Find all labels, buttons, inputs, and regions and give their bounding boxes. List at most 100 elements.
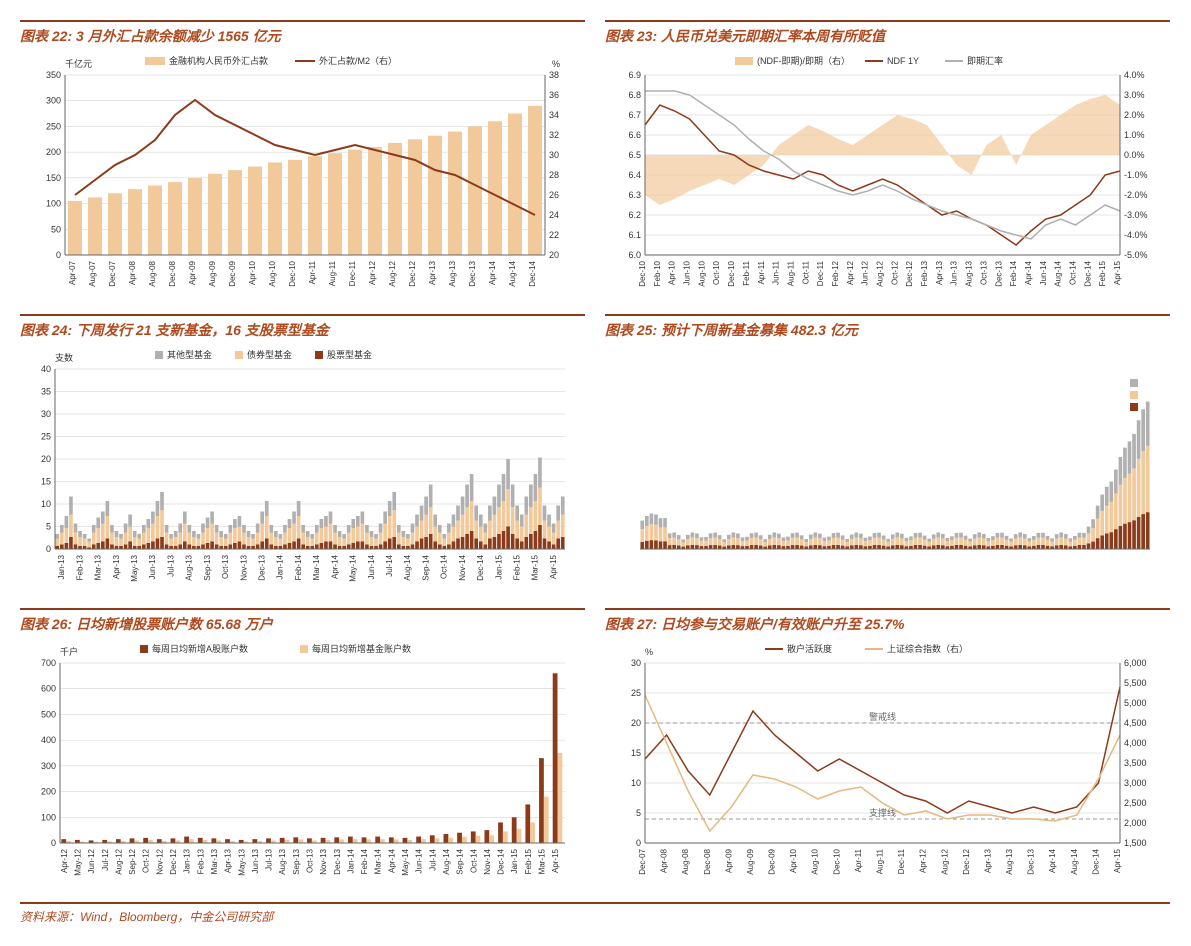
- svg-text:100: 100: [46, 199, 61, 209]
- svg-text:警戒线: 警戒线: [869, 711, 896, 722]
- chart-22-cell: 图表 22: 3 月外汇占款余额减少 1565 亿元 0501001502002…: [20, 20, 585, 310]
- svg-text:-5.0%: -5.0%: [1124, 250, 1148, 260]
- svg-text:Dec-08: Dec-08: [168, 260, 177, 286]
- svg-text:Feb-14: Feb-14: [360, 848, 369, 874]
- svg-text:Apr-15: Apr-15: [549, 554, 558, 579]
- svg-text:Feb-14: Feb-14: [1009, 260, 1018, 286]
- svg-text:Aug-10: Aug-10: [697, 260, 706, 286]
- svg-text:3.0%: 3.0%: [1124, 90, 1145, 100]
- svg-text:Apr-14: Apr-14: [1048, 848, 1057, 873]
- svg-text:30: 30: [549, 150, 559, 160]
- svg-text:Dec-13: Dec-13: [257, 554, 266, 580]
- svg-text:Dec-09: Dec-09: [228, 260, 237, 286]
- svg-text:Feb-13: Feb-13: [920, 260, 929, 286]
- svg-text:Aug-10: Aug-10: [268, 260, 277, 286]
- svg-text:May-13: May-13: [237, 848, 246, 875]
- svg-text:Dec-08: Dec-08: [703, 848, 712, 874]
- svg-text:6,000: 6,000: [1124, 658, 1147, 668]
- svg-text:Mar-14: Mar-14: [312, 554, 321, 580]
- svg-text:6.6: 6.6: [628, 130, 641, 140]
- svg-text:Dec-13: Dec-13: [468, 260, 477, 286]
- svg-text:22: 22: [549, 230, 559, 240]
- svg-text:%: %: [552, 59, 560, 69]
- svg-text:Dec-12: Dec-12: [962, 848, 971, 874]
- svg-text:Dec-14: Dec-14: [1083, 260, 1092, 286]
- svg-text:Dec-10: Dec-10: [288, 260, 297, 286]
- svg-text:15: 15: [631, 748, 641, 758]
- svg-text:Dec-13: Dec-13: [994, 260, 1003, 286]
- svg-text:Jun-13: Jun-13: [950, 260, 959, 285]
- svg-text:30: 30: [41, 409, 51, 419]
- svg-text:Mar-15: Mar-15: [538, 848, 547, 874]
- chart-24-title: 图表 24: 下周发行 21 支新基金，16 支股票型基金: [20, 320, 585, 340]
- svg-text:Apr-12: Apr-12: [60, 848, 69, 873]
- svg-text:32: 32: [549, 130, 559, 140]
- svg-text:Feb-13: Feb-13: [196, 848, 205, 874]
- svg-text:Dec-11: Dec-11: [348, 260, 357, 286]
- chart-27-title: 图表 27: 日均参与交易账户/有效账户升至 25.7%: [605, 614, 1170, 634]
- svg-text:4,500: 4,500: [1124, 718, 1147, 728]
- svg-text:Apr-10: Apr-10: [248, 260, 257, 285]
- svg-text:3,500: 3,500: [1124, 758, 1147, 768]
- svg-text:6.1: 6.1: [628, 230, 641, 240]
- svg-text:Apr-13: Apr-13: [935, 260, 944, 285]
- svg-text:股票型基金: 股票型基金: [327, 349, 372, 360]
- chart-grid: 图表 22: 3 月外汇占款余额减少 1565 亿元 0501001502002…: [20, 20, 1170, 925]
- svg-text:Aug-08: Aug-08: [148, 260, 157, 286]
- svg-text:Dec-12: Dec-12: [905, 260, 914, 286]
- svg-text:Aug-12: Aug-12: [388, 260, 397, 286]
- svg-text:6.8: 6.8: [628, 90, 641, 100]
- svg-text:千户: 千户: [60, 646, 78, 657]
- svg-text:Jul-13: Jul-13: [265, 848, 274, 870]
- svg-text:6.7: 6.7: [628, 110, 641, 120]
- svg-text:Nov-12: Nov-12: [155, 848, 164, 874]
- chart-24-cell: 图表 24: 下周发行 21 支新基金，16 支股票型基金 0510152025…: [20, 314, 585, 604]
- svg-text:Aug-07: Aug-07: [88, 260, 97, 286]
- svg-text:Jan-14: Jan-14: [346, 848, 355, 873]
- svg-text:每周日均新增基金账户数: 每周日均新增基金账户数: [312, 643, 411, 654]
- svg-text:Oct-11: Oct-11: [801, 260, 810, 284]
- svg-text:Mar-14: Mar-14: [374, 848, 383, 874]
- svg-text:Sep-13: Sep-13: [292, 848, 301, 874]
- svg-text:Jul-12: Jul-12: [101, 848, 110, 870]
- svg-text:25: 25: [41, 432, 51, 442]
- svg-text:%: %: [645, 647, 653, 657]
- svg-text:Sep-12: Sep-12: [128, 848, 137, 874]
- svg-text:Apr-08: Apr-08: [660, 848, 669, 873]
- svg-text:40: 40: [41, 364, 51, 374]
- svg-text:20: 20: [631, 718, 641, 728]
- svg-text:Aug-09: Aug-09: [746, 848, 755, 874]
- svg-text:Apr-13: Apr-13: [428, 260, 437, 285]
- svg-text:Aug-14: Aug-14: [442, 848, 451, 874]
- svg-text:Apr-07: Apr-07: [68, 260, 77, 285]
- svg-text:Jun-10: Jun-10: [683, 260, 692, 285]
- svg-text:Dec-07: Dec-07: [108, 260, 117, 286]
- svg-text:6.0: 6.0: [628, 250, 641, 260]
- svg-text:Aug-12: Aug-12: [876, 260, 885, 286]
- chart-22: 0501001502002503003502022242628303234363…: [20, 50, 585, 310]
- svg-text:26: 26: [549, 190, 559, 200]
- svg-text:1,500: 1,500: [1124, 838, 1147, 848]
- svg-text:36: 36: [549, 90, 559, 100]
- svg-text:6.5: 6.5: [628, 150, 641, 160]
- svg-text:Oct-13: Oct-13: [306, 848, 315, 873]
- svg-text:Aug-12: Aug-12: [940, 848, 949, 874]
- svg-text:Jun-12: Jun-12: [87, 848, 96, 873]
- svg-text:Apr-13: Apr-13: [224, 848, 233, 873]
- chart-26: 0100200300400500600700千户Apr-12May-12Jun-…: [20, 638, 585, 898]
- svg-text:0: 0: [51, 838, 56, 848]
- svg-text:Jul-13: Jul-13: [166, 554, 175, 576]
- svg-text:Apr-15: Apr-15: [1113, 260, 1122, 285]
- svg-text:20: 20: [549, 250, 559, 260]
- svg-text:-4.0%: -4.0%: [1124, 230, 1148, 240]
- svg-text:-3.0%: -3.0%: [1124, 210, 1148, 220]
- svg-text:Oct-10: Oct-10: [712, 260, 721, 285]
- svg-text:700: 700: [41, 658, 56, 668]
- svg-text:Jun-14: Jun-14: [367, 554, 376, 579]
- chart-25: [605, 344, 1170, 604]
- svg-text:Dec-10: Dec-10: [727, 260, 736, 286]
- svg-text:-2.0%: -2.0%: [1124, 190, 1148, 200]
- svg-text:300: 300: [41, 761, 56, 771]
- svg-text:35: 35: [41, 387, 51, 397]
- svg-text:Oct-13: Oct-13: [221, 554, 230, 579]
